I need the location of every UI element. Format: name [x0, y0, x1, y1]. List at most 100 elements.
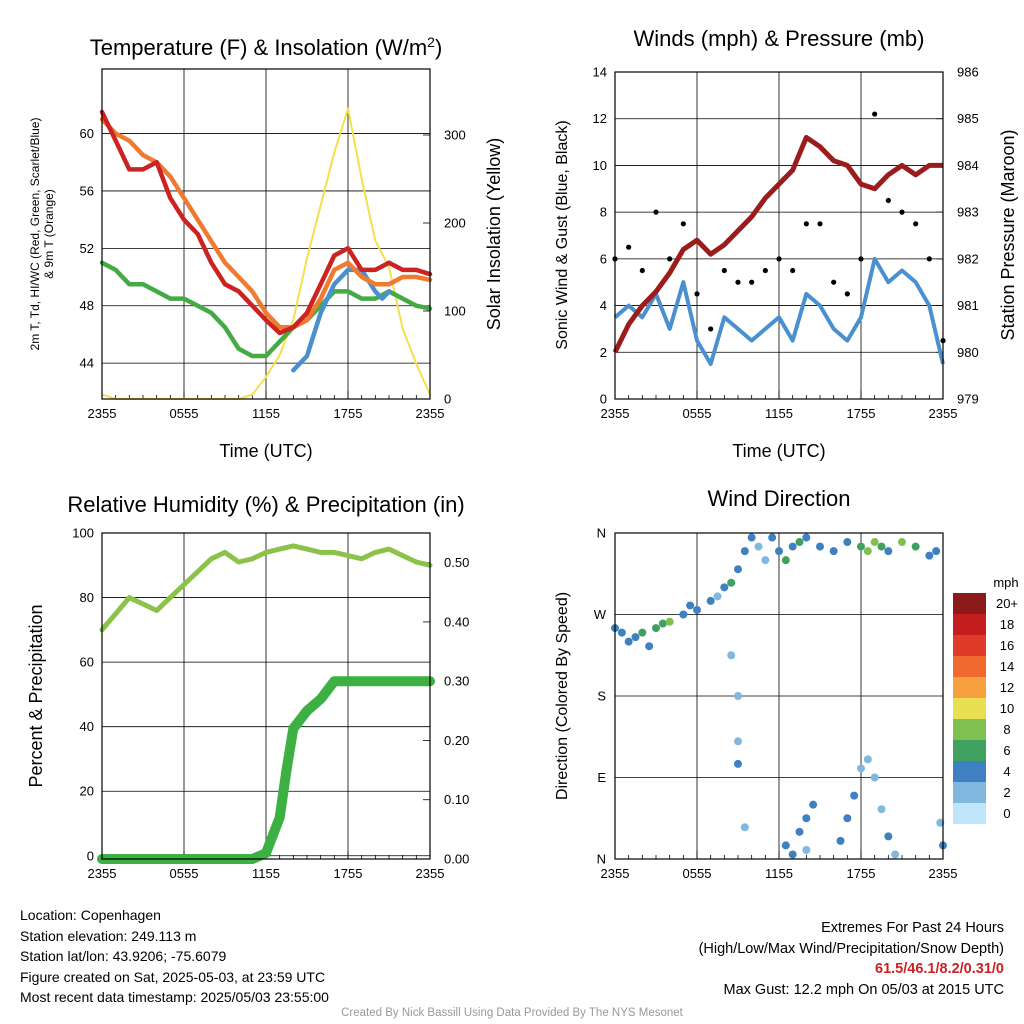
- direction-point: [761, 556, 770, 565]
- colorbar-label: 2: [1003, 785, 1010, 800]
- direction-point: [911, 542, 920, 551]
- x-tick-label: 2355: [416, 406, 445, 421]
- direction-point: [925, 551, 934, 560]
- gust-point: [858, 256, 864, 262]
- direction-point: [802, 845, 811, 854]
- direction-point: [857, 542, 865, 551]
- series-line-2m-t: [99, 109, 433, 336]
- gust-point: [708, 326, 714, 332]
- gust-point: [913, 221, 919, 227]
- direction-point: [898, 538, 906, 547]
- colorbar-label: 8: [1003, 722, 1010, 737]
- direction-point: [686, 601, 695, 610]
- gust-point: [667, 256, 673, 262]
- direction-point: [617, 628, 626, 637]
- max-gust-text: Max Gust: 12.2 mph On 05/03 at 2015 UTC: [723, 981, 1004, 998]
- direction-point: [740, 823, 749, 832]
- gust-point: [776, 256, 782, 262]
- direction-point: [658, 619, 667, 628]
- direction-point: [652, 624, 660, 633]
- direction-point: [836, 836, 845, 845]
- y2-tick-label: 0.40: [444, 614, 469, 629]
- direction-point: [631, 633, 640, 642]
- direction-point: [665, 617, 674, 626]
- direction-point: [734, 759, 742, 768]
- colorbar: mph 20+ 18 16 14 12 10 8 6 4 2 0: [953, 575, 1019, 824]
- chart-title: Wind Direction: [707, 486, 850, 511]
- gust-point: [831, 279, 837, 285]
- colorbar-label: 18: [1000, 617, 1014, 632]
- y-tick-label: 2: [600, 345, 607, 360]
- y-tick-label: 20: [80, 784, 94, 799]
- y-tick-label: N: [597, 526, 606, 541]
- x-tick-label: 0555: [170, 406, 199, 421]
- colorbar-label: 10: [1000, 701, 1014, 716]
- direction-point: [693, 605, 701, 614]
- colorbar-swatch: [953, 698, 986, 719]
- direction-point: [795, 827, 804, 836]
- direction-point: [932, 547, 941, 556]
- y2-tick-label: 0.30: [444, 674, 469, 689]
- y-tick-label: 6: [600, 251, 607, 266]
- y2-tick-label: 100: [444, 304, 466, 319]
- y2-axis-label: Solar Insolation (Yellow): [484, 138, 504, 330]
- x-tick-label: 0555: [170, 866, 199, 881]
- y-tick-label: 80: [80, 590, 94, 605]
- y2-tick-label: 984: [957, 158, 979, 173]
- direction-point: [877, 805, 886, 814]
- gust-point: [735, 279, 741, 285]
- temperature-chart: Temperature (F) & Insolation (W/m2)2355 0…: [28, 34, 504, 461]
- series-line-sonic-wind: [613, 256, 945, 366]
- y2-tick-label: 0.00: [444, 852, 469, 867]
- x-tick-label: 1755: [334, 406, 363, 421]
- y2-tick-label: 979: [957, 392, 979, 407]
- direction-point: [734, 692, 742, 700]
- direction-point: [816, 542, 824, 551]
- direction-point: [843, 538, 852, 547]
- x-tick-label: 2355: [88, 406, 117, 421]
- direction-point: [788, 542, 797, 551]
- direction-point: [638, 628, 647, 637]
- colorbar-label: 4: [1003, 764, 1010, 779]
- winds-chart: Winds (mph) & Pressure (mb) 2355 0555 1155 1…: [554, 26, 1018, 461]
- extremes-subtitle: (High/Low/Max Wind/Precipitation/Snow De…: [698, 940, 1004, 957]
- y-tick-label: 48: [80, 298, 94, 313]
- plot-frame: [101, 68, 431, 400]
- direction-point: [781, 556, 790, 565]
- colorbar-label: 12: [1000, 680, 1014, 695]
- y-axis-label: 2m T, Td, HI/WC (Red, Green, Scarlet/Blu…: [28, 118, 56, 351]
- y2-tick-label: 200: [444, 216, 466, 231]
- y2-tick-label: 982: [957, 251, 979, 266]
- y-tick-label: 44: [80, 356, 94, 371]
- extremes-title: Extremes For Past 24 Hours: [821, 920, 1004, 936]
- x-tick-label: 2355: [929, 866, 958, 881]
- direction-point: [795, 538, 804, 547]
- plot-frame: [614, 71, 944, 400]
- plot-frame: [101, 532, 431, 860]
- direction-point: [809, 800, 818, 809]
- direction-point: [857, 764, 865, 773]
- y-tick-label: 52: [80, 241, 94, 256]
- direction-point: [747, 533, 756, 542]
- x-tick-label: 1755: [334, 866, 363, 881]
- y2-tick-label: 981: [957, 298, 979, 313]
- direction-point: [679, 610, 688, 619]
- direction-point: [850, 791, 859, 800]
- colorbar-label: 6: [1003, 743, 1010, 758]
- elevation-text: Station elevation: 249.113 m: [20, 927, 197, 944]
- x-tick-label: 1155: [765, 406, 793, 421]
- direction-point: [829, 547, 838, 556]
- chart-title: Winds (mph) & Pressure (mb): [634, 26, 925, 51]
- gust-point: [762, 267, 768, 274]
- direction-point: [870, 773, 879, 782]
- y2-tick-label: 980: [957, 345, 979, 360]
- x-tick-label: 2355: [601, 866, 630, 881]
- x-tick-label: 1155: [765, 866, 793, 881]
- direction-point: [788, 850, 797, 859]
- y-tick-label: 4: [600, 298, 607, 313]
- y-tick-label: 100: [72, 526, 94, 541]
- y-tick-label: 12: [593, 111, 607, 126]
- y2-tick-label: 300: [444, 128, 466, 143]
